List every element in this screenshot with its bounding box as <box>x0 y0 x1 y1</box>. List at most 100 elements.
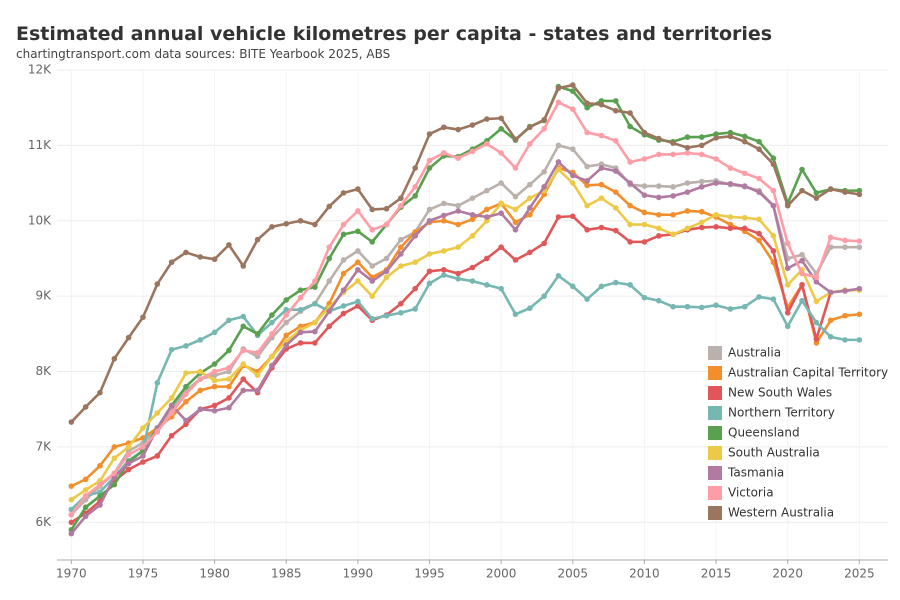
point <box>197 337 204 343</box>
point <box>312 221 318 228</box>
point <box>269 331 275 337</box>
legend-swatch <box>708 366 722 380</box>
point <box>670 151 676 158</box>
point <box>441 266 447 273</box>
y-tick-label: 7K <box>35 439 52 453</box>
point <box>441 200 447 207</box>
point <box>627 221 633 228</box>
point <box>641 183 648 189</box>
point <box>211 256 218 263</box>
point <box>226 404 232 411</box>
point <box>627 282 633 288</box>
point <box>641 209 648 216</box>
point <box>727 165 734 171</box>
point <box>498 244 504 250</box>
point <box>312 328 318 335</box>
point <box>827 234 834 241</box>
point <box>111 470 118 477</box>
point <box>799 282 805 288</box>
point <box>197 387 204 394</box>
point <box>369 263 376 269</box>
point <box>211 361 218 367</box>
point <box>125 466 132 473</box>
point <box>484 214 490 220</box>
point <box>756 294 762 300</box>
point <box>627 123 633 130</box>
point <box>784 202 791 209</box>
point <box>569 146 576 152</box>
point <box>197 376 204 382</box>
point <box>97 462 103 469</box>
point <box>756 230 762 237</box>
y-tick-label: 11K <box>28 138 52 152</box>
point <box>254 236 261 243</box>
point <box>340 287 347 293</box>
point <box>612 168 619 174</box>
point <box>498 285 504 292</box>
point <box>269 319 275 326</box>
point <box>183 343 189 349</box>
point <box>111 444 118 450</box>
point <box>827 334 834 340</box>
point <box>856 337 863 343</box>
point <box>598 101 605 108</box>
point <box>168 410 175 416</box>
point <box>211 383 218 390</box>
legend-swatch <box>708 506 722 520</box>
point <box>541 184 547 190</box>
point <box>784 265 791 272</box>
point <box>297 217 304 224</box>
point <box>727 225 734 232</box>
point <box>455 276 461 282</box>
point <box>211 329 218 336</box>
point <box>756 237 762 244</box>
point <box>698 304 705 311</box>
point <box>727 133 734 140</box>
point <box>340 221 347 228</box>
point <box>340 270 347 277</box>
point <box>813 319 820 326</box>
point <box>455 221 461 228</box>
point <box>569 213 576 220</box>
point <box>655 194 662 201</box>
point <box>297 294 304 301</box>
y-tick-label: 9K <box>35 289 52 303</box>
point <box>756 138 762 145</box>
point <box>569 172 576 179</box>
point <box>527 195 533 201</box>
point <box>240 387 247 394</box>
point <box>412 285 418 292</box>
point <box>168 259 175 266</box>
chart-subtitle: chartingtransport.com data sources: BITE… <box>16 47 390 61</box>
point <box>484 187 490 194</box>
point <box>369 239 376 245</box>
point <box>612 98 619 104</box>
legend-label: Victoria <box>728 486 774 500</box>
point <box>125 334 132 341</box>
point <box>226 242 232 248</box>
x-tick-label: 2010 <box>629 567 660 581</box>
point <box>813 279 820 285</box>
point <box>355 266 361 273</box>
point <box>383 274 390 281</box>
point <box>82 493 89 499</box>
point <box>813 195 820 201</box>
point <box>183 398 189 405</box>
point <box>670 184 676 190</box>
point <box>713 302 719 309</box>
legend-label: South Australia <box>728 446 820 460</box>
point <box>398 195 404 201</box>
point <box>326 278 333 284</box>
point <box>412 193 418 199</box>
point <box>369 315 376 322</box>
point <box>312 284 318 290</box>
point <box>469 233 476 239</box>
point <box>569 106 576 112</box>
point <box>698 151 705 158</box>
legend-label: New South Wales <box>728 386 832 400</box>
point <box>326 308 333 315</box>
legend-label: Queensland <box>728 426 800 440</box>
point <box>770 248 777 254</box>
point <box>698 178 705 185</box>
point <box>383 268 390 275</box>
